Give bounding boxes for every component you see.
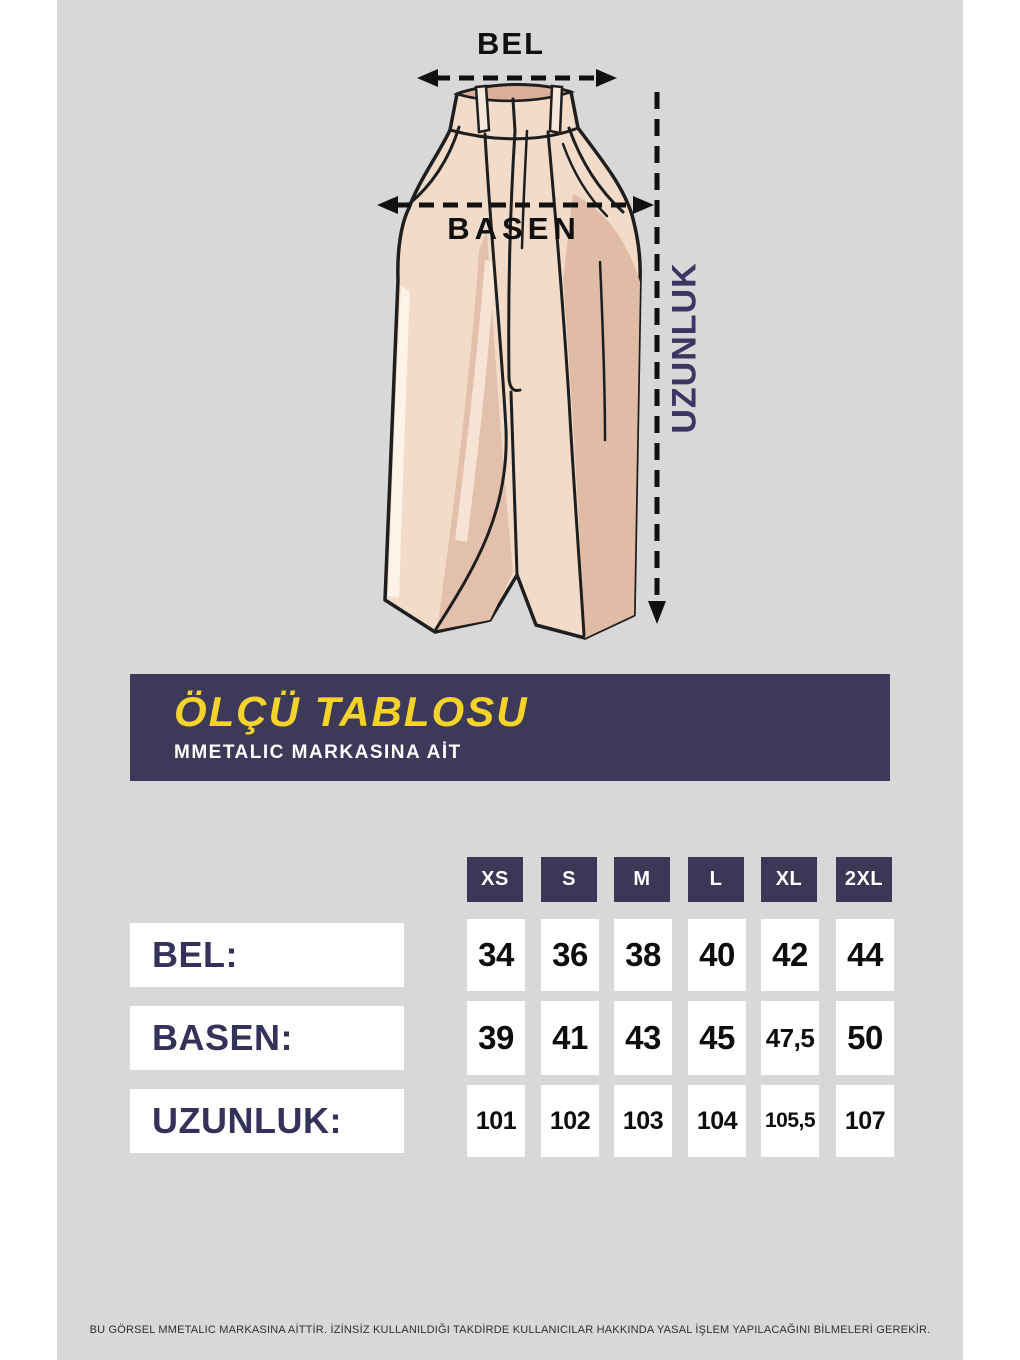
size-cell-uzunluk-xs: 101: [467, 1085, 525, 1157]
size-cell-bel-xl: 42: [761, 919, 819, 991]
size-cell-uzunluk-xl: 105,5: [761, 1085, 819, 1157]
waist-measure-arrow: [417, 69, 617, 87]
size-cell-uzunluk-m: 103: [614, 1085, 672, 1157]
size-cell-basen-m: 43: [614, 1001, 672, 1075]
size-cell-uzunluk-2xl: 107: [836, 1085, 894, 1157]
size-cell-basen-2xl: 50: [836, 1001, 894, 1075]
size-cell-basen-s: 41: [541, 1001, 599, 1075]
size-cell-basen-l: 45: [688, 1001, 746, 1075]
size-cell-basen-xs: 39: [467, 1001, 525, 1075]
size-cell-uzunluk-s: 102: [541, 1085, 599, 1157]
banner-subtitle: MMETALIC MARKASINA AİT: [174, 742, 462, 763]
belt-loop: [548, 84, 564, 135]
size-cell-bel-xs: 34: [467, 919, 525, 991]
size-header-xs: XS: [467, 857, 523, 902]
size-cell-bel-l: 40: [688, 919, 746, 991]
size-cell-bel-m: 38: [614, 919, 672, 991]
size-header-xl: XL: [761, 857, 817, 902]
waist-measure-label: BEL: [477, 26, 545, 61]
hip-measure-arrow: [377, 196, 654, 214]
size-cell-bel-s: 36: [541, 919, 599, 991]
size-header-l: L: [688, 857, 744, 902]
row-label-uzunluk: UZUNLUK:: [130, 1089, 404, 1153]
hip-measure-label: BASEN: [447, 211, 581, 246]
size-chart-banner: ÖLÇÜ TABLOSU MMETALIC MARKASINA AİT: [130, 674, 890, 781]
size-header-2xl: 2XL: [836, 857, 892, 902]
pants-illustration: [377, 69, 666, 640]
size-cell-uzunluk-l: 104: [688, 1085, 746, 1157]
row-label-bel: BEL:: [130, 923, 404, 987]
size-cell-basen-xl: 47,5: [761, 1001, 819, 1075]
size-cell-bel-2xl: 44: [836, 919, 894, 991]
size-header-s: S: [541, 857, 597, 902]
belt-loop: [474, 84, 491, 134]
row-label-basen: BASEN:: [130, 1006, 404, 1070]
length-measure-label: UZUNLUK: [665, 262, 704, 434]
length-measure-arrow: [648, 92, 666, 624]
copyright-disclaimer: BU GÖRSEL MMETALIC MARKASINA AİTTİR. İZİ…: [89, 1324, 931, 1336]
size-header-m: M: [614, 857, 670, 902]
banner-title: ÖLÇÜ TABLOSU: [174, 688, 529, 735]
